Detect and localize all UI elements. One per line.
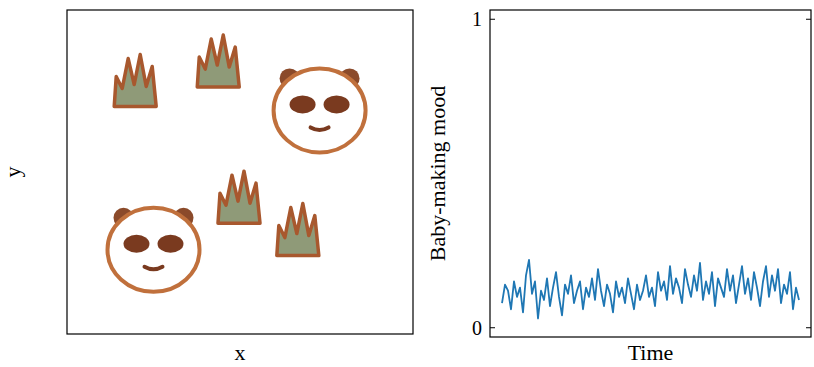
x-axis-title: Time <box>628 340 674 365</box>
frame <box>67 10 413 334</box>
bamboo-shape <box>277 204 319 256</box>
panda-face <box>108 208 200 292</box>
panda-eye <box>124 235 150 253</box>
x-axis-title: x <box>235 340 246 365</box>
panda-marker <box>274 68 366 152</box>
panda-eye <box>324 95 350 113</box>
panel: 0 1 Time Baby-making mood <box>425 8 811 365</box>
y-tick <box>806 19 811 20</box>
frame <box>490 10 811 337</box>
y-tick <box>806 327 811 328</box>
panda-eye <box>158 235 184 253</box>
plot-area <box>108 35 366 292</box>
panda-face <box>274 68 366 152</box>
bamboo-shape <box>114 55 156 107</box>
y-tick-label: 1 <box>472 8 482 30</box>
y-axis-title: y <box>0 167 25 178</box>
line <box>502 260 799 319</box>
panda-marker <box>108 208 200 292</box>
y-tick-label: 0 <box>472 317 482 339</box>
y-tick <box>490 19 495 20</box>
y-tick <box>490 327 495 328</box>
panda-mouth <box>145 267 163 270</box>
bamboo-marker <box>197 35 239 87</box>
bamboo-marker <box>218 171 260 223</box>
bamboo-shape <box>197 35 239 87</box>
bamboo-marker <box>114 55 156 107</box>
bamboo-shape <box>218 171 260 223</box>
bamboo-marker <box>277 204 319 256</box>
figure: xy01TimeBaby-making mood <box>0 0 814 367</box>
plot-area <box>502 260 799 319</box>
panda-mouth <box>311 127 329 130</box>
panda-eye <box>290 95 316 113</box>
y-axis-title: Baby-making mood <box>425 86 450 261</box>
panel: xy <box>0 10 413 365</box>
